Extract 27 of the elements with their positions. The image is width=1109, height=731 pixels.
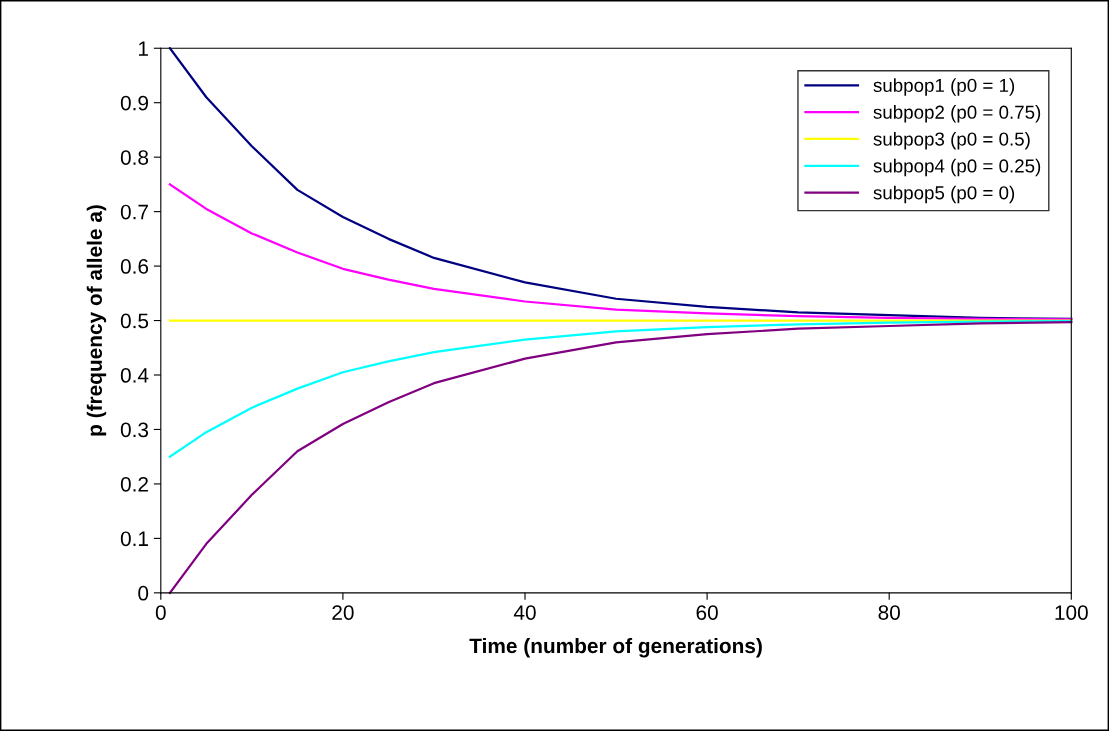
- line-series: [168, 183, 1073, 321]
- y-tick-label: 0.8: [120, 150, 149, 165]
- legend-label: subpop4 (p0 = 0.25): [873, 158, 1041, 177]
- y-tick-label: 0: [138, 585, 149, 601]
- x-tick-label: 40: [513, 605, 536, 620]
- x-tick-label: 80: [878, 605, 900, 620]
- legend-label: subpop2 (p0 = 0.75): [873, 105, 1041, 123]
- x-tick-label: 100: [1055, 605, 1088, 620]
- legend-label: subpop1 (p0 = 1): [873, 78, 1015, 96]
- x-tick-label: 0: [155, 605, 166, 620]
- y-tick-label: 0.6: [120, 259, 149, 274]
- y-tick-label: 0.4: [120, 368, 149, 383]
- y-tick-label: 0.7: [120, 204, 148, 220]
- legend-label: subpop3 (p0 = 0.5): [873, 131, 1030, 150]
- legend-label: subpop5 (p0 = 0): [873, 185, 1015, 204]
- y-tick-label: 0.1: [120, 531, 148, 547]
- x-tick-label: 20: [332, 605, 354, 620]
- y-tick-label: 0.2: [120, 476, 148, 492]
- y-tick-label: 0.3: [120, 422, 149, 438]
- y-tick-label: 1: [139, 41, 148, 56]
- y-tick-label: 0.5: [120, 313, 149, 329]
- y-axis-title: p (frequency of allele a): [86, 205, 107, 436]
- x-axis-title: Time (number of generations): [469, 637, 762, 658]
- line-series: [168, 321, 1073, 594]
- line-series: [168, 319, 1073, 458]
- x-tick-label: 60: [696, 605, 718, 620]
- y-tick-label: 0.9: [120, 95, 149, 111]
